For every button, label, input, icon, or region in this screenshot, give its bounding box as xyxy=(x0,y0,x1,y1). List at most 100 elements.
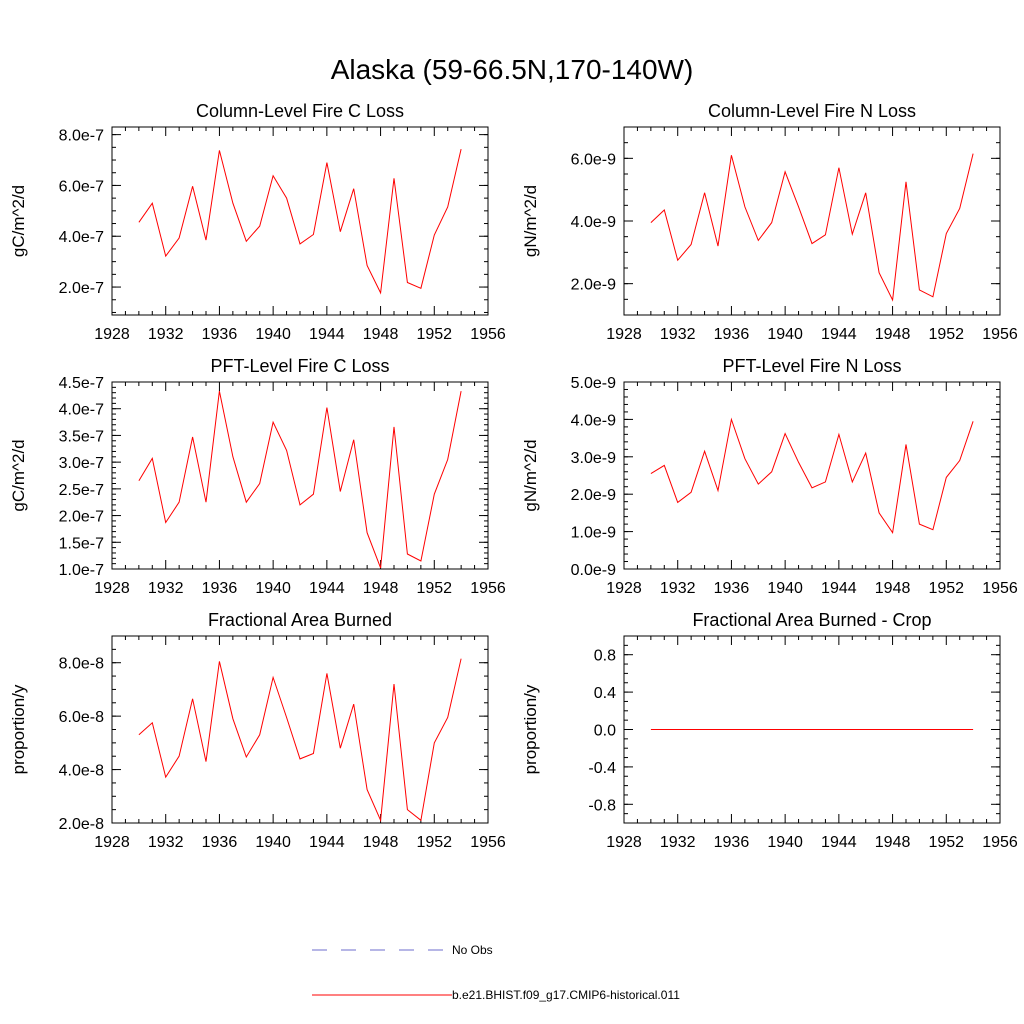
y-tick-label: 4.0e-7 xyxy=(59,402,104,419)
y-tick-label: 1.0e-7 xyxy=(59,562,104,579)
y-tick-label: 0.0 xyxy=(594,723,616,740)
x-tick-label: 1936 xyxy=(714,580,750,597)
x-tick-label: 1952 xyxy=(928,834,964,851)
x-tick-label: 1932 xyxy=(148,834,184,851)
x-tick-label: 1944 xyxy=(821,580,857,597)
panel-4: PFT-Level Fire N Loss gN/m^2/d 1928 1932 193… xyxy=(521,356,1018,597)
y-tick-label: 2.0e-9 xyxy=(571,487,616,504)
x-tick-label: 1932 xyxy=(148,326,184,343)
x-tick-label: 1944 xyxy=(309,326,345,343)
x-tick-label: 1944 xyxy=(309,580,345,597)
x-tick-label: 1948 xyxy=(875,326,911,343)
y-tick-label: 3.0e-9 xyxy=(571,450,616,467)
plot-frame xyxy=(111,635,489,824)
x-tick-label: 1936 xyxy=(202,834,238,851)
x-tick-label: 1940 xyxy=(255,834,291,851)
y-axis-label: gC/m^2/d xyxy=(9,185,28,257)
series-line xyxy=(650,417,974,535)
y-tick-label: 8.0e-8 xyxy=(59,656,104,673)
x-tick-label: 1952 xyxy=(928,580,964,597)
x-tick-label: 1940 xyxy=(255,580,291,597)
plot-frame xyxy=(111,381,489,570)
x-tick-label: 1928 xyxy=(94,326,130,343)
panel-6: Fractional Area Burned - Crop proportion/… xyxy=(521,610,1018,851)
panel-title: Fractional Area Burned xyxy=(208,610,392,630)
y-axis-label: gN/m^2/d xyxy=(521,185,540,257)
y-tick-label: 4.0e-7 xyxy=(59,229,104,246)
x-tick-label: 1944 xyxy=(309,834,345,851)
panel-2: Column-Level Fire N Loss gN/m^2/d 1928 1932… xyxy=(521,101,1018,343)
x-tick-label: 1936 xyxy=(714,326,750,343)
panel-title: Column-Level Fire C Loss xyxy=(196,101,404,121)
x-tick-label: 1956 xyxy=(470,834,506,851)
y-tick-label: 5.0e-9 xyxy=(571,375,616,392)
x-tick-label: 1932 xyxy=(660,326,696,343)
y-tick-label: 2.0e-9 xyxy=(571,277,616,294)
x-tick-label: 1936 xyxy=(202,326,238,343)
y-axis-label: gC/m^2/d xyxy=(9,439,28,511)
panel-title: PFT-Level Fire C Loss xyxy=(210,356,389,376)
x-tick-label: 1952 xyxy=(416,834,452,851)
y-tick-label: 4.0e-9 xyxy=(571,412,616,429)
y-tick-label: 0.8 xyxy=(594,648,616,665)
x-tick-label: 1944 xyxy=(821,834,857,851)
panel-title: PFT-Level Fire N Loss xyxy=(722,356,901,376)
y-axis-label: proportion/y xyxy=(521,684,540,774)
y-tick-label: 2.0e-7 xyxy=(59,509,104,526)
x-tick-label: 1948 xyxy=(875,580,911,597)
x-tick-label: 1928 xyxy=(94,834,130,851)
x-tick-label: 1932 xyxy=(660,580,696,597)
x-tick-label: 1944 xyxy=(821,326,857,343)
y-tick-label: 2.0e-7 xyxy=(59,280,104,297)
y-tick-label: -0.4 xyxy=(588,760,616,777)
y-tick-label: 3.5e-7 xyxy=(59,428,104,445)
x-tick-label: 1940 xyxy=(767,580,803,597)
x-tick-label: 1936 xyxy=(202,580,238,597)
y-tick-label: 6.0e-8 xyxy=(59,709,104,726)
panel-5: Fractional Area Burned proportion/y 1928 19… xyxy=(9,610,506,851)
y-tick-label: 4.0e-9 xyxy=(571,214,616,231)
plot-frame xyxy=(623,126,1001,316)
series-line xyxy=(138,148,462,295)
x-tick-label: 1948 xyxy=(363,326,399,343)
series-line xyxy=(138,390,462,569)
x-tick-label: 1948 xyxy=(363,834,399,851)
x-tick-label: 1952 xyxy=(928,326,964,343)
y-tick-label: 0.0e-9 xyxy=(571,562,616,579)
x-tick-label: 1948 xyxy=(363,580,399,597)
x-tick-label: 1952 xyxy=(416,580,452,597)
x-tick-label: 1928 xyxy=(94,580,130,597)
y-tick-label: 2.0e-8 xyxy=(59,816,104,833)
x-tick-label: 1940 xyxy=(767,834,803,851)
plot-frame xyxy=(623,381,1001,570)
x-tick-label: 1956 xyxy=(470,326,506,343)
x-tick-label: 1956 xyxy=(982,834,1018,851)
y-tick-label: 8.0e-7 xyxy=(59,128,104,145)
x-tick-label: 1936 xyxy=(714,834,750,851)
y-tick-label: -0.8 xyxy=(588,797,616,814)
x-tick-label: 1956 xyxy=(470,580,506,597)
plot-frame xyxy=(111,126,489,316)
x-tick-label: 1940 xyxy=(255,326,291,343)
y-tick-label: 4.5e-7 xyxy=(59,375,104,392)
panel-title: Column-Level Fire N Loss xyxy=(708,101,916,121)
x-tick-label: 1948 xyxy=(875,834,911,851)
y-tick-label: 3.0e-7 xyxy=(59,455,104,472)
x-tick-label: 1928 xyxy=(606,834,642,851)
x-tick-label: 1956 xyxy=(982,580,1018,597)
x-tick-label: 1932 xyxy=(660,834,696,851)
x-tick-label: 1940 xyxy=(767,326,803,343)
x-tick-label: 1928 xyxy=(606,580,642,597)
y-tick-label: 2.5e-7 xyxy=(59,482,104,499)
panel-3: PFT-Level Fire C Loss gC/m^2/d 1928 1932 193… xyxy=(9,356,506,597)
y-tick-label: 0.4 xyxy=(594,685,616,702)
panel-1: Column-Level Fire C Loss gC/m^2/d 1928 1932… xyxy=(9,101,506,343)
y-tick-label: 4.0e-8 xyxy=(59,763,104,780)
y-axis-label: proportion/y xyxy=(9,684,28,774)
x-tick-label: 1932 xyxy=(148,580,184,597)
y-axis-label: gN/m^2/d xyxy=(521,439,540,511)
series-line xyxy=(650,153,974,302)
series-line xyxy=(138,658,462,823)
panel-title: Fractional Area Burned - Crop xyxy=(692,610,931,630)
